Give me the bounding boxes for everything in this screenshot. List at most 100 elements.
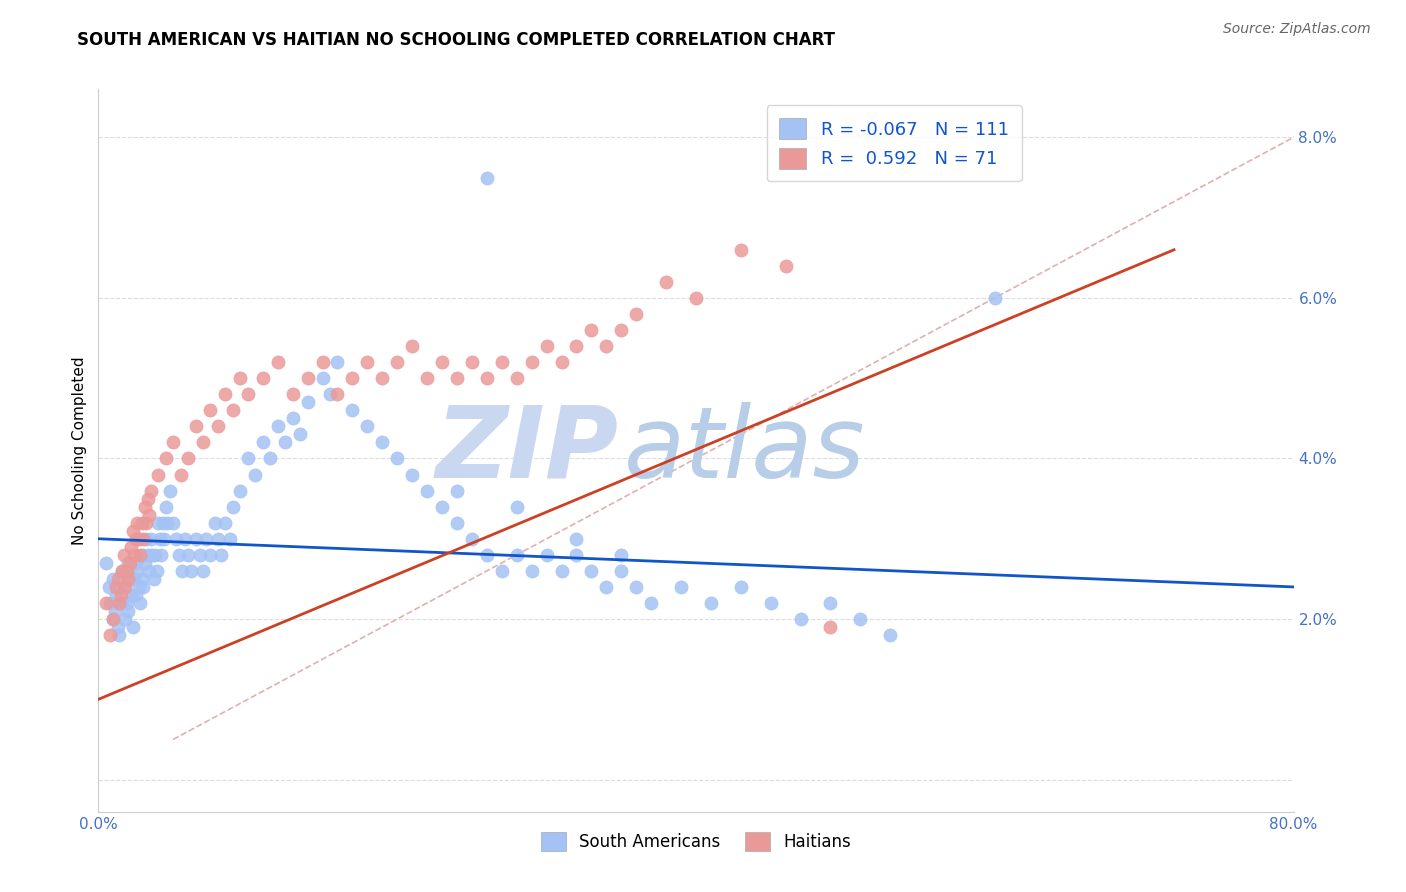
Point bbox=[162, 516, 184, 530]
Point bbox=[97, 580, 120, 594]
Point bbox=[550, 355, 572, 369]
Point bbox=[134, 556, 156, 570]
Point bbox=[214, 387, 236, 401]
Point bbox=[536, 339, 558, 353]
Point bbox=[655, 275, 678, 289]
Point bbox=[356, 419, 378, 434]
Point bbox=[984, 291, 1007, 305]
Point bbox=[155, 451, 177, 466]
Point bbox=[236, 387, 259, 401]
Point bbox=[135, 516, 157, 530]
Point bbox=[446, 483, 468, 498]
Point bbox=[506, 500, 529, 514]
Point bbox=[117, 604, 139, 618]
Point bbox=[506, 548, 529, 562]
Point bbox=[491, 355, 513, 369]
Point bbox=[595, 339, 617, 353]
Point bbox=[138, 564, 160, 578]
Point bbox=[152, 516, 174, 530]
Point bbox=[167, 548, 190, 562]
Point bbox=[141, 548, 163, 562]
Point bbox=[105, 588, 128, 602]
Point bbox=[156, 516, 179, 530]
Point bbox=[595, 580, 617, 594]
Point bbox=[565, 548, 588, 562]
Point bbox=[132, 548, 155, 562]
Legend: South Americans, Haitians: South Americans, Haitians bbox=[534, 825, 858, 857]
Point bbox=[128, 532, 150, 546]
Point bbox=[446, 516, 468, 530]
Point bbox=[120, 588, 142, 602]
Point bbox=[191, 564, 214, 578]
Point bbox=[288, 427, 311, 442]
Point bbox=[165, 532, 187, 546]
Point bbox=[475, 548, 498, 562]
Point bbox=[118, 572, 141, 586]
Point bbox=[132, 532, 155, 546]
Point bbox=[371, 371, 394, 385]
Point bbox=[94, 556, 117, 570]
Point bbox=[281, 387, 304, 401]
Point bbox=[115, 564, 138, 578]
Point bbox=[125, 532, 148, 546]
Point bbox=[162, 435, 184, 450]
Point bbox=[124, 572, 146, 586]
Point bbox=[188, 548, 211, 562]
Point bbox=[131, 516, 153, 530]
Point bbox=[107, 572, 129, 586]
Point bbox=[129, 548, 152, 562]
Point bbox=[209, 548, 232, 562]
Point bbox=[506, 371, 529, 385]
Point bbox=[879, 628, 901, 642]
Point bbox=[311, 355, 333, 369]
Point bbox=[759, 596, 782, 610]
Point bbox=[626, 580, 648, 594]
Point bbox=[222, 403, 245, 417]
Point bbox=[236, 451, 259, 466]
Point bbox=[104, 604, 127, 618]
Point bbox=[446, 371, 468, 385]
Point bbox=[111, 564, 134, 578]
Point bbox=[430, 500, 453, 514]
Point bbox=[159, 483, 181, 498]
Point bbox=[461, 532, 484, 546]
Text: atlas: atlas bbox=[624, 402, 866, 499]
Point bbox=[155, 500, 177, 514]
Point bbox=[267, 419, 290, 434]
Point bbox=[114, 580, 136, 594]
Text: Source: ZipAtlas.com: Source: ZipAtlas.com bbox=[1223, 22, 1371, 37]
Point bbox=[148, 467, 170, 482]
Point bbox=[149, 532, 172, 546]
Point bbox=[222, 500, 245, 514]
Point bbox=[110, 588, 132, 602]
Point bbox=[139, 483, 162, 498]
Point bbox=[134, 500, 156, 514]
Point bbox=[174, 532, 197, 546]
Point bbox=[128, 580, 150, 594]
Point bbox=[385, 451, 409, 466]
Text: ZIP: ZIP bbox=[436, 402, 619, 499]
Point bbox=[685, 291, 707, 305]
Point bbox=[120, 540, 142, 554]
Point bbox=[112, 580, 135, 594]
Point bbox=[610, 564, 633, 578]
Point bbox=[180, 564, 202, 578]
Point bbox=[177, 451, 200, 466]
Point bbox=[214, 516, 236, 530]
Point bbox=[150, 548, 173, 562]
Point bbox=[252, 371, 274, 385]
Point bbox=[169, 467, 191, 482]
Point bbox=[184, 532, 207, 546]
Point bbox=[207, 532, 229, 546]
Point bbox=[401, 339, 423, 353]
Point bbox=[103, 612, 125, 626]
Point bbox=[849, 612, 872, 626]
Point bbox=[565, 532, 588, 546]
Point bbox=[820, 596, 842, 610]
Point bbox=[153, 532, 176, 546]
Point bbox=[117, 556, 139, 570]
Point bbox=[191, 435, 214, 450]
Point bbox=[319, 387, 342, 401]
Point bbox=[148, 516, 170, 530]
Point bbox=[475, 371, 498, 385]
